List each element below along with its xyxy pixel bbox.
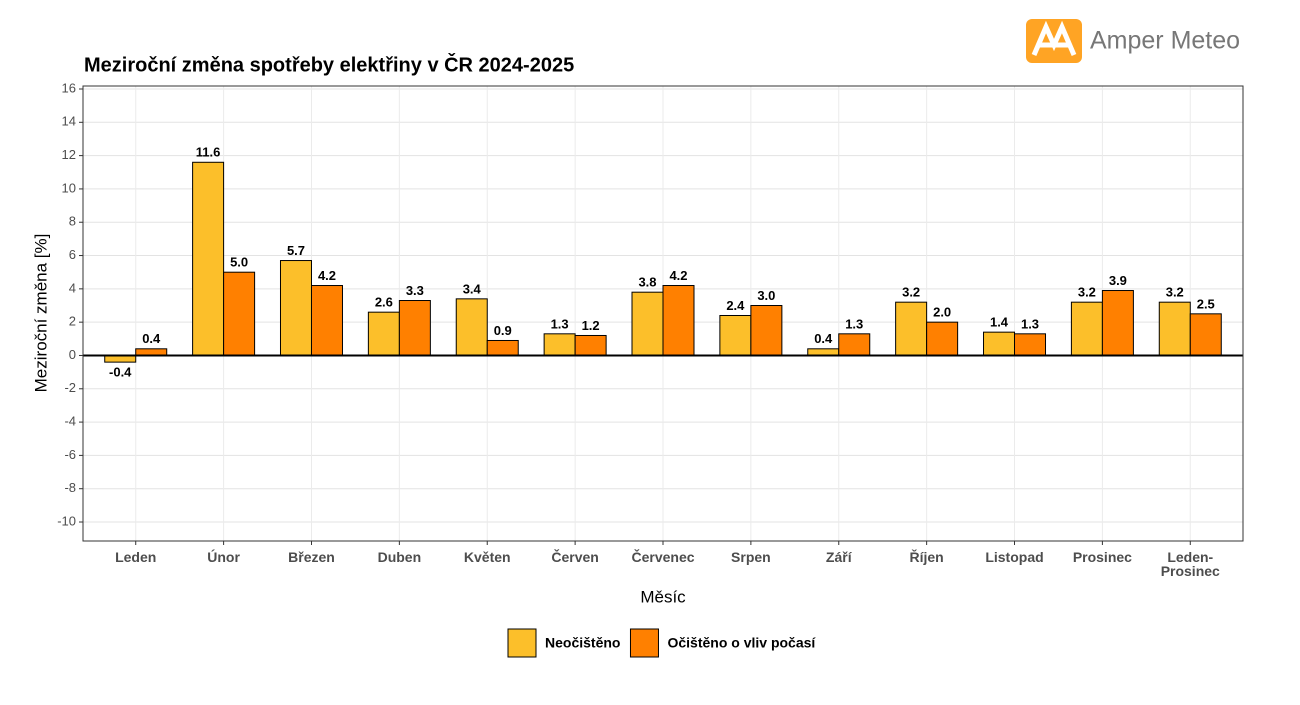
y-tick-label: -2 — [64, 380, 76, 395]
bar — [1189, 313, 1222, 356]
bar — [279, 260, 312, 356]
legend-label: Očištěno o vliv počasí — [667, 635, 816, 651]
y-tick-label: 10 — [62, 180, 76, 195]
bar — [192, 161, 225, 356]
x-tick-label: Květen — [463, 549, 511, 565]
x-tick-label: Únor — [207, 549, 240, 565]
y-tick-label: 6 — [69, 247, 76, 262]
value-label: -0.4 — [109, 365, 132, 380]
legend-swatch — [629, 628, 659, 658]
value-label: 3.9 — [1109, 273, 1127, 288]
y-tick-label: 14 — [62, 114, 76, 129]
value-label: 1.2 — [582, 318, 600, 333]
x-tick-label: Červenec — [631, 549, 695, 565]
y-tick-label: 8 — [69, 214, 76, 229]
plot-border — [82, 85, 1244, 542]
value-label: 0.4 — [814, 331, 833, 346]
value-label: 1.3 — [551, 316, 569, 331]
bar — [838, 333, 871, 356]
bar — [1014, 333, 1047, 356]
x-tick-label: Prosinec — [1072, 549, 1132, 565]
bar — [486, 339, 519, 356]
value-label: 2.0 — [933, 305, 951, 320]
bar — [1070, 301, 1103, 356]
value-label: 4.2 — [318, 268, 336, 283]
legend-swatch — [507, 628, 537, 658]
value-label: 3.2 — [902, 285, 920, 300]
bar — [895, 301, 928, 356]
chart-title: Meziroční změna spotřeby elektřiny v ČR … — [84, 52, 574, 76]
bar — [631, 291, 664, 356]
value-label: 2.6 — [375, 295, 393, 310]
value-label: 3.2 — [1166, 285, 1184, 300]
value-label: 4.2 — [669, 268, 687, 283]
x-tick-label: Září — [825, 549, 852, 565]
y-tick-label: 16 — [62, 80, 76, 95]
x-tick-label: Leden — [115, 549, 157, 565]
value-label: 1.3 — [1021, 316, 1039, 331]
bar — [223, 271, 256, 356]
bar — [543, 333, 576, 356]
value-label: 5.0 — [230, 255, 248, 270]
bar — [983, 331, 1016, 356]
bar — [926, 321, 959, 356]
value-label: 1.4 — [990, 315, 1009, 330]
value-label: 2.4 — [726, 298, 745, 313]
y-tick-label: -4 — [64, 414, 76, 429]
bar — [750, 305, 783, 356]
value-label: 5.7 — [287, 243, 305, 258]
y-tick-label: 4 — [69, 280, 76, 295]
value-label: 3.3 — [406, 283, 424, 298]
bar — [455, 298, 488, 356]
value-label: 1.3 — [845, 316, 863, 331]
y-tick-label: -8 — [64, 480, 76, 495]
bar — [367, 311, 400, 356]
logo-text: Amper Meteo — [1090, 27, 1240, 55]
value-label: 3.2 — [1078, 285, 1096, 300]
bar — [1101, 290, 1134, 356]
value-label: 0.4 — [142, 331, 161, 346]
bar — [398, 300, 431, 356]
y-tick-label: 2 — [69, 314, 76, 329]
logo-mark — [1031, 20, 1077, 56]
x-tick-label: Duben — [377, 549, 422, 565]
bar — [310, 285, 343, 356]
y-tick-label: -6 — [64, 447, 76, 462]
bar — [1158, 301, 1191, 356]
x-tick-label: Červen — [551, 549, 599, 565]
x-tick-label: Leden-Prosinec — [1160, 549, 1220, 579]
x-tick-label: Listopad — [985, 549, 1044, 565]
bar — [574, 334, 607, 356]
y-tick-label: 0 — [69, 347, 76, 362]
bar — [662, 285, 695, 356]
y-axis-title: Meziroční změna [%] — [31, 234, 50, 393]
legend-label: Neočištěno — [545, 635, 620, 651]
value-label: 0.9 — [494, 323, 512, 338]
x-tick-label: Srpen — [731, 549, 771, 565]
value-label: 11.6 — [196, 145, 221, 160]
x-tick-label: Říjen — [909, 549, 944, 565]
value-label: 3.8 — [638, 275, 656, 290]
y-tick-label: -10 — [57, 513, 76, 528]
value-label: 3.0 — [757, 288, 775, 303]
x-axis-title: Měsíc — [640, 587, 686, 606]
y-tick-label: 12 — [62, 147, 76, 162]
value-label: 3.4 — [463, 281, 482, 296]
value-label: 2.5 — [1197, 296, 1215, 311]
x-tick-label: Březen — [288, 549, 335, 565]
bar — [719, 314, 752, 356]
